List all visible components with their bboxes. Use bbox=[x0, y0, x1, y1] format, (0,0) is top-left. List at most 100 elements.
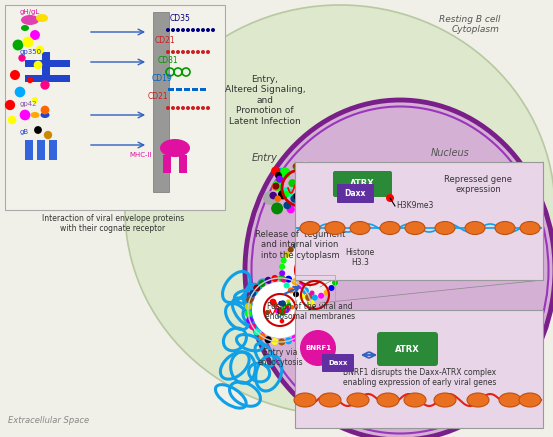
Bar bbox=[49, 140, 57, 160]
Circle shape bbox=[309, 306, 316, 313]
Ellipse shape bbox=[495, 222, 515, 235]
Circle shape bbox=[244, 303, 252, 310]
Circle shape bbox=[271, 166, 280, 176]
Circle shape bbox=[305, 209, 312, 216]
Bar bbox=[25, 60, 70, 67]
Circle shape bbox=[318, 203, 324, 209]
Circle shape bbox=[275, 172, 282, 179]
Circle shape bbox=[299, 294, 305, 300]
Circle shape bbox=[249, 323, 256, 330]
Circle shape bbox=[280, 300, 286, 307]
Circle shape bbox=[166, 50, 170, 54]
Circle shape bbox=[278, 190, 288, 199]
Circle shape bbox=[171, 28, 175, 32]
Circle shape bbox=[166, 106, 170, 110]
Circle shape bbox=[176, 106, 180, 110]
Ellipse shape bbox=[519, 393, 541, 407]
Circle shape bbox=[334, 260, 340, 267]
Circle shape bbox=[318, 293, 324, 299]
Circle shape bbox=[328, 285, 335, 291]
Ellipse shape bbox=[40, 112, 50, 118]
Circle shape bbox=[10, 70, 20, 80]
Circle shape bbox=[246, 296, 253, 303]
Circle shape bbox=[201, 28, 205, 32]
Circle shape bbox=[280, 306, 286, 313]
Ellipse shape bbox=[160, 139, 190, 157]
Text: BNRF1: BNRF1 bbox=[305, 345, 331, 351]
Circle shape bbox=[265, 277, 272, 284]
Circle shape bbox=[273, 183, 279, 190]
Circle shape bbox=[196, 28, 200, 32]
Circle shape bbox=[196, 106, 200, 110]
Circle shape bbox=[284, 282, 290, 288]
Bar bbox=[176, 88, 182, 91]
Circle shape bbox=[315, 183, 326, 194]
Text: Daxx: Daxx bbox=[345, 188, 366, 198]
Circle shape bbox=[282, 242, 338, 298]
Circle shape bbox=[181, 28, 185, 32]
Circle shape bbox=[291, 335, 299, 342]
Circle shape bbox=[259, 333, 265, 340]
Circle shape bbox=[277, 307, 283, 312]
Circle shape bbox=[284, 307, 290, 313]
FancyBboxPatch shape bbox=[333, 171, 392, 197]
Circle shape bbox=[297, 199, 308, 211]
Circle shape bbox=[5, 100, 15, 110]
Bar bbox=[295, 162, 543, 280]
Ellipse shape bbox=[294, 393, 316, 407]
Text: gp42: gp42 bbox=[20, 101, 38, 107]
Circle shape bbox=[265, 336, 272, 343]
Text: Extracellular Space: Extracellular Space bbox=[8, 416, 89, 425]
Bar bbox=[163, 155, 171, 173]
Text: Entry: Entry bbox=[252, 153, 278, 163]
Bar bbox=[42, 67, 50, 76]
Circle shape bbox=[281, 257, 286, 264]
Ellipse shape bbox=[434, 393, 456, 407]
Circle shape bbox=[276, 176, 283, 183]
Circle shape bbox=[206, 50, 210, 54]
Bar bbox=[42, 52, 50, 61]
Circle shape bbox=[181, 50, 185, 54]
Circle shape bbox=[285, 276, 292, 283]
Ellipse shape bbox=[465, 222, 485, 235]
Circle shape bbox=[302, 287, 309, 294]
Circle shape bbox=[271, 202, 283, 215]
Ellipse shape bbox=[377, 393, 399, 407]
Circle shape bbox=[327, 186, 336, 196]
Circle shape bbox=[285, 337, 292, 344]
Ellipse shape bbox=[245, 100, 553, 437]
Circle shape bbox=[206, 28, 210, 32]
Circle shape bbox=[296, 164, 304, 172]
Circle shape bbox=[23, 37, 33, 48]
Circle shape bbox=[277, 309, 281, 314]
Circle shape bbox=[269, 192, 277, 199]
Circle shape bbox=[293, 163, 299, 170]
Circle shape bbox=[335, 267, 341, 273]
Circle shape bbox=[315, 181, 322, 189]
Circle shape bbox=[324, 289, 330, 295]
Circle shape bbox=[306, 320, 312, 327]
Circle shape bbox=[332, 280, 338, 285]
Circle shape bbox=[280, 319, 284, 323]
Circle shape bbox=[317, 171, 326, 180]
Circle shape bbox=[315, 173, 324, 183]
Bar bbox=[200, 88, 206, 91]
Text: ATRX: ATRX bbox=[395, 344, 419, 354]
Ellipse shape bbox=[325, 222, 345, 235]
Circle shape bbox=[308, 313, 315, 320]
Circle shape bbox=[291, 278, 299, 285]
Circle shape bbox=[253, 284, 260, 291]
Circle shape bbox=[280, 167, 291, 178]
Text: MHC-II: MHC-II bbox=[129, 152, 152, 158]
Circle shape bbox=[301, 163, 312, 174]
Circle shape bbox=[186, 106, 190, 110]
Circle shape bbox=[309, 210, 317, 218]
Circle shape bbox=[176, 50, 180, 54]
Circle shape bbox=[295, 164, 304, 173]
Circle shape bbox=[186, 28, 190, 32]
Circle shape bbox=[282, 187, 288, 194]
Circle shape bbox=[279, 270, 285, 276]
Circle shape bbox=[287, 302, 291, 306]
Circle shape bbox=[308, 171, 318, 180]
Circle shape bbox=[278, 338, 285, 346]
